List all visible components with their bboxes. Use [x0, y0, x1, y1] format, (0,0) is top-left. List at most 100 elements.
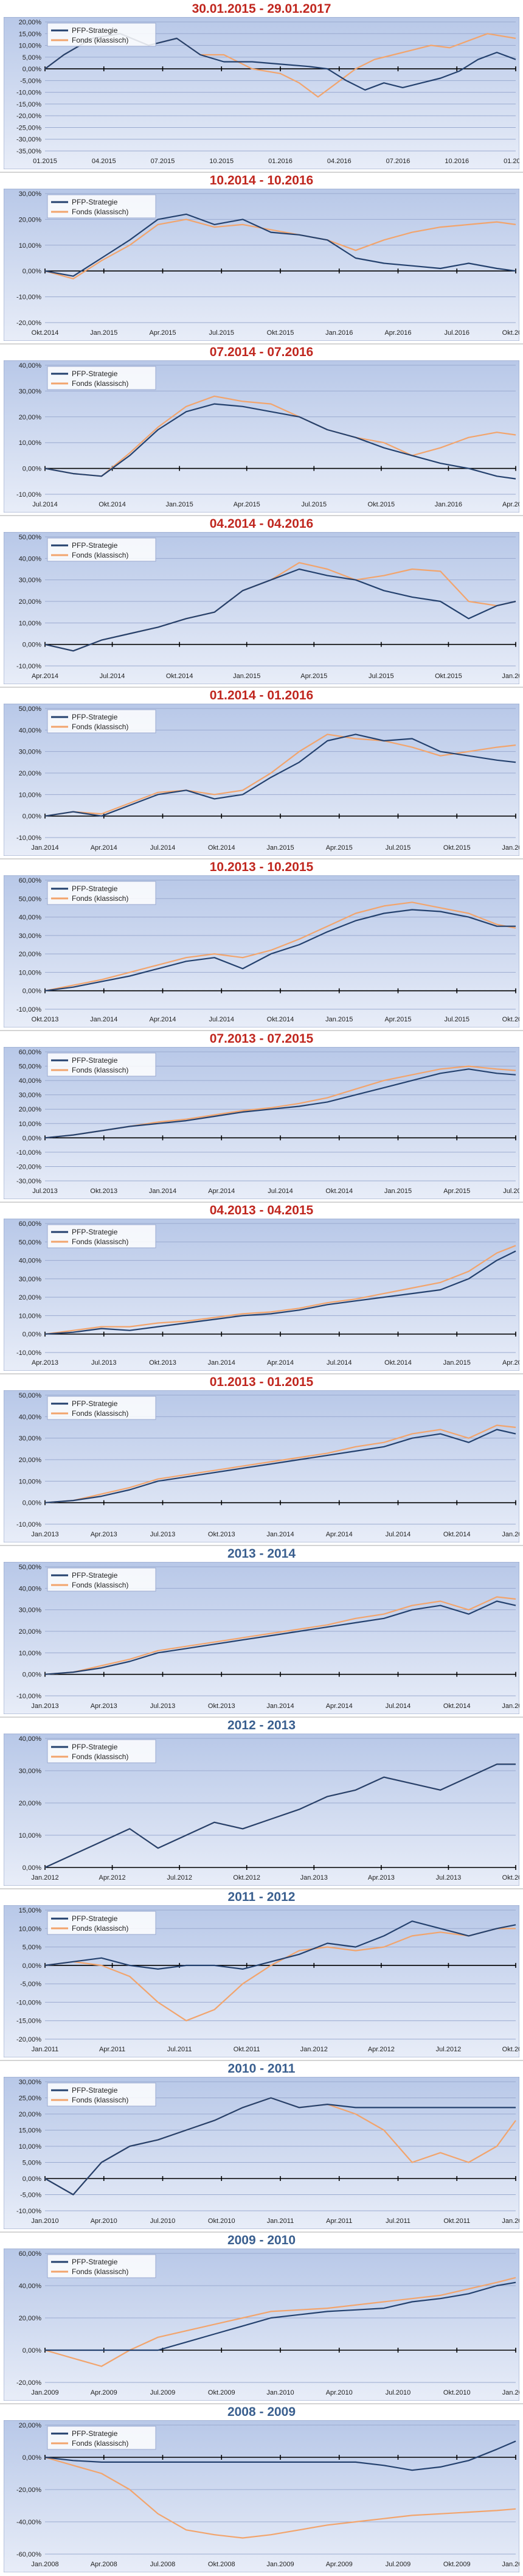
line-chart: 50,00% 40,00% 30,00% 20,00% 10,00% 0,00% -10,0… [4, 1390, 519, 1542]
x-tick-label: Okt.2015 [435, 673, 462, 680]
chart-title: 30.01.2015 - 29.01.2017 [192, 2, 331, 16]
legend-label: PFP-Strategie [72, 1571, 118, 1580]
chart-panel: 04.2014 - 04.2016 50,00% 40,00% 30,00% 20,00… [4, 517, 519, 685]
x-tick-label: 07.2016 [386, 158, 410, 165]
series-line-pfp-strategie [45, 2281, 516, 2351]
x-tick-label: Apr.2015 [443, 1188, 470, 1195]
legend-box [47, 881, 156, 905]
y-tick-label: 20,00% [19, 2315, 42, 2322]
chart-title: 2009 - 2010 [227, 2233, 296, 2247]
chart-title: 2011 - 2012 [227, 1890, 296, 1904]
y-tick-label: 30,00% [19, 749, 42, 756]
y-tick-label: 30,00% [19, 1276, 42, 1283]
y-tick-label: 30,00% [19, 2079, 42, 2086]
x-tick-label: Jul.2015 [301, 501, 327, 508]
x-tick-label: Jan.2016 [435, 501, 462, 508]
y-tick-label: 40,00% [19, 1735, 42, 1743]
y-tick-label: 0,00% [23, 2175, 41, 2183]
chart-panel: 30.01.2015 - 29.01.2017 20,00% 15,00% 10,00… [4, 2, 519, 170]
series-line-fonds-klassisch [44, 733, 516, 817]
y-tick-label: 40,00% [19, 1413, 42, 1421]
x-tick-label: Okt.2009 [443, 2561, 471, 2568]
x-tick-label: Apr.2013 [91, 1531, 117, 1538]
x-tick-label: Jan.2010 [31, 2217, 58, 2225]
legend-label: Fonds (klassisch) [72, 36, 128, 44]
y-tick-label: 20,00% [19, 770, 42, 777]
legend-box [47, 1567, 156, 1592]
panel-separator [0, 1717, 523, 1718]
x-tick-label: Jan.2014 [266, 1531, 294, 1538]
legend-label: PFP-Strategie [72, 1914, 118, 1923]
x-tick-label: Apr.2014 [32, 673, 58, 680]
y-tick-label: 20,00% [19, 1628, 42, 1636]
x-tick-label: Apr.2014 [267, 1359, 294, 1367]
x-tick-label: Jan.2009 [31, 2389, 58, 2396]
panel-separator [0, 858, 523, 859]
y-tick-label: -20,00% [16, 1163, 41, 1171]
x-tick-label: Apr.2010 [326, 2389, 353, 2396]
y-tick-label: 15,00% [19, 30, 42, 38]
x-tick-label: Jan.2015 [266, 844, 294, 852]
series-line-fonds-klassisch [44, 2456, 516, 2539]
x-tick-label: Jul.2011 [167, 2046, 192, 2053]
x-tick-label: Jan.2013 [300, 1874, 328, 1881]
x-tick-label: 04.2015 [92, 158, 116, 165]
x-tick-label: Okt.2015 [368, 501, 395, 508]
x-tick-label: Apr.2015 [502, 1359, 519, 1367]
y-tick-label: -5,00% [20, 77, 41, 85]
series-line-pfp-strategie [44, 1250, 516, 1335]
x-tick-label: Apr.2013 [91, 1703, 117, 1710]
x-tick-label: Jan.2015 [325, 1016, 353, 1023]
legend-box [47, 537, 156, 562]
chart-title: 10.2013 - 10.2015 [209, 860, 314, 874]
y-tick-label: -10,00% [16, 2208, 41, 2215]
x-tick-label: Apr.2013 [368, 1874, 395, 1881]
legend-label: Fonds (klassisch) [72, 1409, 128, 1418]
legend-label: PFP-Strategie [72, 1228, 118, 1236]
panel-separator [0, 515, 523, 516]
legend-label: Fonds (klassisch) [72, 1752, 128, 1761]
x-tick-label: 01.2017 [504, 158, 519, 165]
y-tick-label: 40,00% [19, 727, 42, 734]
series-line-pfp-strategie [44, 2440, 516, 2471]
line-chart: 50,00% 40,00% 30,00% 20,00% 10,00% 0,00% -10,0… [4, 1562, 519, 1714]
x-tick-label: Okt.2014 [32, 329, 59, 337]
x-tick-label: Okt.2010 [208, 2217, 235, 2225]
y-tick-label: 0,00% [23, 988, 41, 995]
x-tick-label: Okt.2014 [443, 1703, 471, 1710]
legend-label: PFP-Strategie [72, 1056, 118, 1065]
x-tick-label: Apr.2015 [234, 501, 260, 508]
y-tick-label: 20,00% [19, 1457, 42, 1464]
y-tick-label: 25,00% [19, 2095, 42, 2102]
series-line-pfp-strategie [44, 568, 516, 652]
x-tick-label: Jan.2014 [149, 1188, 176, 1195]
y-tick-label: 0,00% [23, 813, 41, 821]
legend-label: PFP-Strategie [72, 2086, 118, 2095]
x-tick-label: 07.2015 [151, 158, 175, 165]
legend-box [47, 1911, 156, 1935]
y-tick-label: -20,00% [16, 320, 41, 327]
x-tick-label: Jan.2014 [90, 1016, 117, 1023]
y-tick-label: 0,00% [23, 2454, 41, 2462]
series-line-pfp-strategie [44, 1920, 516, 1970]
x-tick-label: Apr.2014 [208, 1188, 235, 1195]
y-tick-label: 10,00% [19, 1312, 42, 1320]
x-tick-label: Apr.2016 [502, 501, 519, 508]
legend-box [47, 366, 156, 390]
x-tick-label: Okt.2014 [267, 1016, 294, 1023]
x-tick-label: Okt.2014 [166, 673, 193, 680]
y-tick-label: -25,00% [16, 124, 41, 131]
x-tick-label: Jan.2015 [384, 1188, 412, 1195]
y-tick-label: 0,00% [23, 1500, 41, 1507]
series-line-pfp-strategie [44, 733, 516, 817]
series-line-pfp-strategie [44, 1763, 516, 1869]
chart-panel: 2010 - 2011 30,00% 25,00% 20,00% 15,00% 10,00… [4, 2062, 519, 2230]
y-tick-label: 40,00% [19, 914, 42, 922]
panel-separator [0, 687, 523, 688]
series-line-pfp-strategie [44, 213, 516, 277]
